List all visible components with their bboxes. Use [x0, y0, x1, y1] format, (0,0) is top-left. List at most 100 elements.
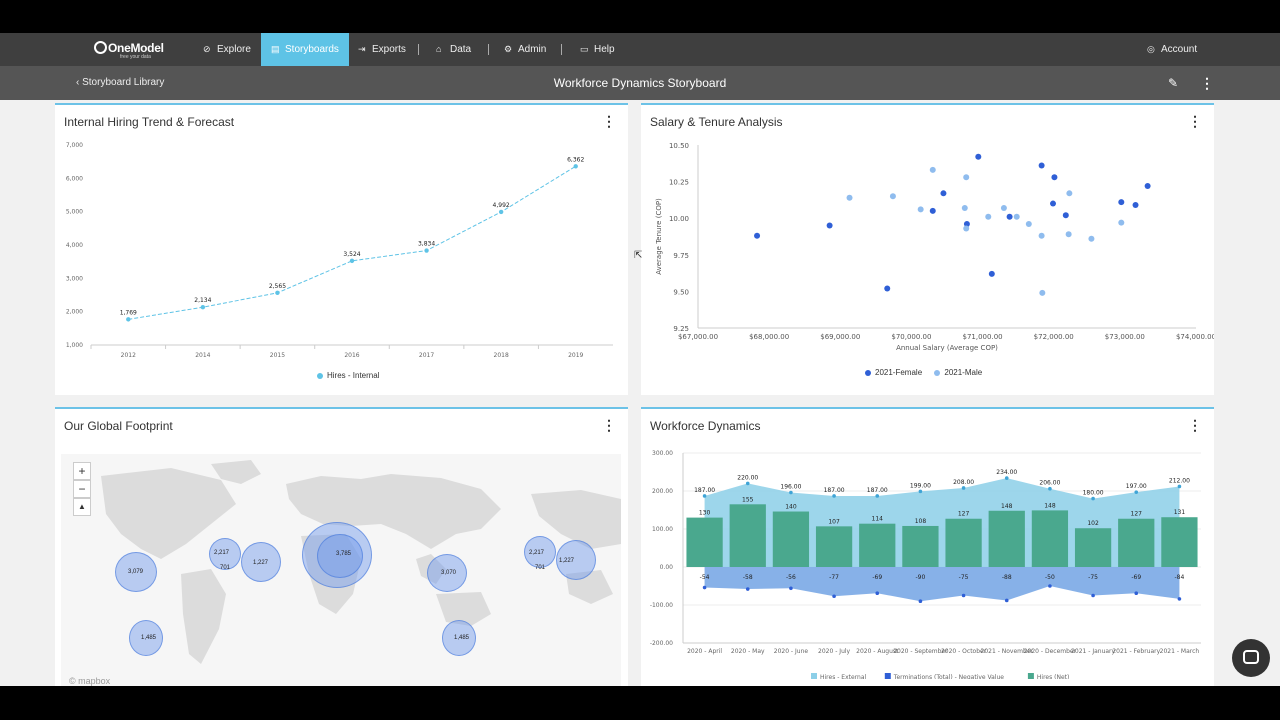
scatter-point — [1118, 219, 1125, 226]
panel-title: Our Global Footprint — [64, 419, 173, 433]
back-link-label: Storyboard Library — [82, 77, 165, 88]
x-tick-label: $71,000.00 — [963, 333, 1003, 341]
scatter-point — [1088, 235, 1095, 242]
y-tick-label: 200.00 — [652, 488, 673, 495]
nav-divider — [561, 44, 562, 55]
x-tick-label: 2020 - September — [893, 648, 948, 655]
data-label: 196.00 — [780, 484, 801, 491]
data-point — [961, 486, 966, 490]
more-vertical-icon[interactable]: ⋮ — [602, 113, 616, 129]
data-point — [1134, 591, 1139, 596]
legend-item-female: 2021-Female — [865, 368, 922, 377]
data-label: -84 — [1175, 574, 1185, 581]
data-label: -54 — [700, 574, 710, 581]
chat-launcher-button[interactable] — [1232, 639, 1270, 677]
map-bubble[interactable] — [241, 542, 281, 582]
data-label: 187.00 — [694, 487, 715, 494]
x-tick-label: 2014 — [195, 352, 210, 359]
hiring-line-chart: 1,000 2,000 3,000 4,000 5,000 6,000 7,000 2012 2… — [66, 142, 613, 359]
bar-hires-net — [772, 511, 810, 567]
nav-exports[interactable]: ⇥ Exports — [358, 33, 406, 66]
data-label: 199.00 — [910, 482, 931, 489]
storyboard-library-link[interactable]: ‹ Storyboard Library — [76, 66, 164, 100]
top-nav: OneModel free your data ⊘ Explore ▤ Storyb… — [0, 33, 1280, 66]
area-terminations — [704, 567, 1180, 602]
data-point — [1091, 496, 1095, 501]
scatter-point — [1144, 182, 1151, 189]
nav-help[interactable]: ▭ Help — [580, 33, 615, 66]
zoom-in-button[interactable]: + — [73, 462, 91, 480]
data-label: -75 — [959, 574, 969, 581]
data-point — [832, 494, 836, 498]
map-bubble[interactable] — [427, 554, 467, 592]
y-axis-title: Average Tenure (COP) — [655, 198, 663, 275]
data-label: 187.00 — [824, 487, 845, 494]
data-point — [702, 585, 707, 590]
x-tick-label: $69,000.00 — [820, 333, 860, 341]
salary-legend: 2021-Female 2021-Male — [865, 368, 992, 377]
x-tick-label: 2020 - April — [687, 648, 722, 655]
more-vertical-icon[interactable]: ⋮ — [1200, 75, 1214, 91]
global-footprint-panel: Our Global Footprint ⋮ + − ▲ — [55, 407, 628, 686]
y-tick-label: 5,000 — [66, 209, 83, 216]
data-point — [745, 587, 750, 591]
legend-label: 2021-Male — [944, 368, 983, 377]
data-point — [702, 494, 707, 498]
x-axis-title: Annual Salary (Average COP) — [896, 344, 998, 352]
nav-admin-label: Admin — [518, 44, 547, 55]
user-icon: ◎ — [1147, 44, 1155, 54]
onemodel-logo[interactable]: OneModel free your data — [94, 39, 164, 61]
data-point — [918, 489, 923, 494]
data-point — [126, 317, 131, 322]
map-bubble[interactable] — [442, 620, 476, 656]
x-tick-label: 2021 - March — [1160, 648, 1200, 655]
storyboard-title: Workforce Dynamics Storyboard — [553, 76, 727, 90]
map-bubble-label: 3,785 — [336, 551, 352, 557]
map-bubble[interactable] — [524, 536, 556, 568]
data-label: 6,362 — [567, 156, 584, 163]
scatter-point — [985, 213, 992, 220]
bar-label: 155 — [742, 496, 754, 503]
data-label: 208.00 — [953, 479, 974, 486]
x-tick-label: $70,000.00 — [891, 333, 931, 341]
map-bubble[interactable] — [209, 538, 241, 570]
data-point — [789, 586, 793, 591]
scatter-point — [917, 206, 924, 213]
scatter-point — [961, 204, 968, 211]
mapbox-attribution[interactable]: © mapbox — [69, 676, 111, 686]
data-label: 2,565 — [269, 283, 286, 290]
data-label: 197.00 — [1126, 483, 1147, 490]
data-label: -75 — [1088, 574, 1098, 581]
map-bubble-label: 1,227 — [559, 558, 575, 564]
y-tick-label: 10.50 — [669, 142, 689, 150]
map-bubble[interactable] — [556, 540, 596, 580]
nav-explore[interactable]: ⊘ Explore — [203, 33, 251, 66]
zoom-out-button[interactable]: − — [73, 480, 91, 498]
nav-admin[interactable]: ⚙ Admin — [504, 33, 546, 66]
world-map[interactable]: + − ▲ 3,079 2,217 701 1,227 3,785 3,070 … — [61, 454, 621, 686]
more-vertical-icon[interactable]: ⋮ — [1188, 417, 1202, 433]
pencil-icon[interactable]: ✎ — [1168, 76, 1179, 90]
bar-label: 127 — [1131, 511, 1143, 518]
map-bubble-label: 1,227 — [253, 560, 269, 566]
y-tick-label: 100.00 — [652, 526, 673, 533]
nav-storyboards[interactable]: ▤ Storyboards — [261, 33, 349, 66]
nav-account[interactable]: ◎ Account — [1147, 33, 1197, 66]
legend-swatch — [934, 369, 941, 376]
map-bubble[interactable] — [317, 534, 363, 578]
data-point — [200, 305, 206, 310]
logo-tagline: free your data — [120, 54, 151, 60]
reset-north-button[interactable]: ▲ — [73, 498, 91, 516]
x-tick-label: 2021 - January — [1071, 648, 1115, 655]
more-vertical-icon[interactable]: ⋮ — [602, 417, 616, 433]
bar-hires-net — [1118, 518, 1155, 567]
chevron-left-icon: ‹ — [76, 77, 83, 88]
scatter-point — [1062, 212, 1069, 219]
map-bubble[interactable] — [115, 552, 157, 592]
more-vertical-icon[interactable]: ⋮ — [1188, 113, 1202, 129]
data-label: 3,834 — [418, 241, 435, 248]
y-tick-label: 300.00 — [652, 450, 673, 457]
nav-data[interactable]: ⌂ Data — [436, 33, 471, 66]
bar-label: 114 — [872, 516, 884, 523]
map-bubble[interactable] — [129, 620, 163, 656]
